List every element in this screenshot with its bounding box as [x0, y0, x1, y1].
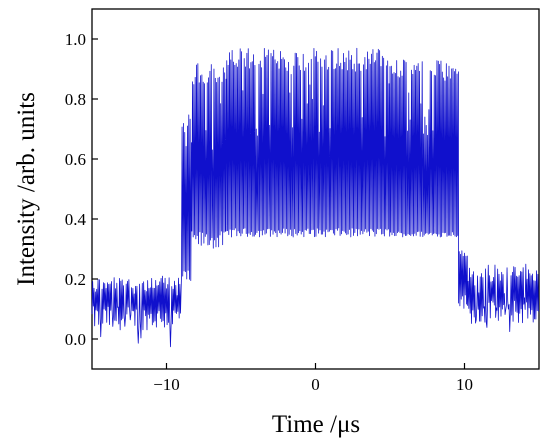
- y-tick-label: 0.6: [65, 150, 86, 169]
- y-tick-label: 0.8: [65, 90, 86, 109]
- series-layer: [91, 47, 539, 348]
- x-tick-label: −10: [153, 375, 180, 394]
- ticks-layer: −10 0 10 0.0 0.2 0.4 0.6 0.8 1.0: [65, 30, 473, 394]
- x-tick-label: 10: [456, 375, 473, 394]
- y-tick-label: 0.2: [65, 270, 86, 289]
- y-tick-label: 0.0: [65, 330, 86, 349]
- x-tick-label: 0: [311, 375, 320, 394]
- y-tick-label: 0.4: [65, 210, 87, 229]
- y-axis-title: Intensity /arb. units: [13, 92, 40, 286]
- intensity-trace: [91, 47, 539, 348]
- y-tick-label: 1.0: [65, 30, 86, 49]
- x-axis-title: Time /μs: [272, 411, 360, 438]
